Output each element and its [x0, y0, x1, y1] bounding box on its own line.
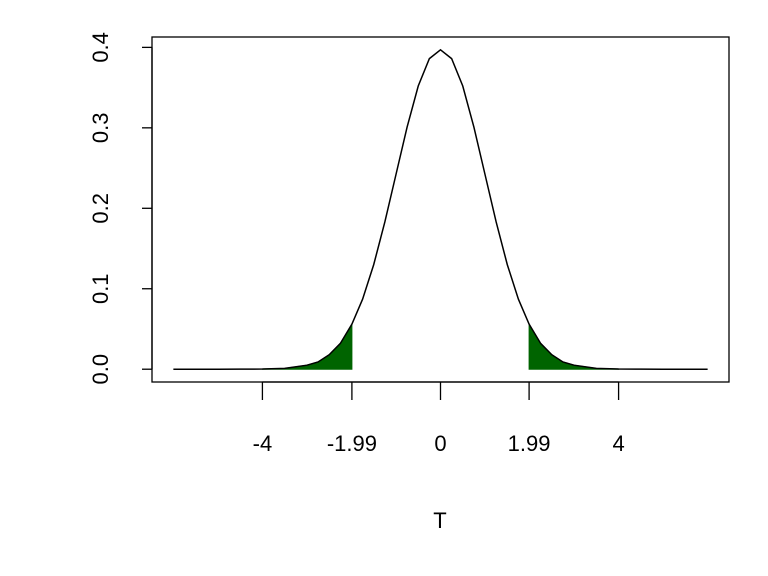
x-axis-label: T	[433, 508, 446, 533]
x-tick-label: 4	[612, 431, 624, 456]
y-tick-label: 0.3	[88, 113, 113, 144]
plot-box	[151, 36, 730, 383]
y-tick-label: 0.4	[88, 32, 113, 63]
x-tick-label: -1.99	[327, 431, 377, 456]
shaded-region	[528, 322, 620, 370]
density-line	[173, 48, 708, 370]
x-tick-label: -4	[253, 431, 273, 456]
x-tick-label: 0	[434, 431, 446, 456]
y-tick-label: 0.2	[88, 193, 113, 224]
x-tick-label: 1.99	[508, 431, 551, 456]
y-tick-label: 0.1	[88, 273, 113, 304]
shaded-region	[261, 322, 353, 370]
y-tick-label: 0.0	[88, 354, 113, 385]
